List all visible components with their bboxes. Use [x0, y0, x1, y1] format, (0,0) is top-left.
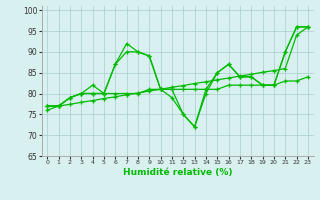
X-axis label: Humidité relative (%): Humidité relative (%)	[123, 168, 232, 177]
